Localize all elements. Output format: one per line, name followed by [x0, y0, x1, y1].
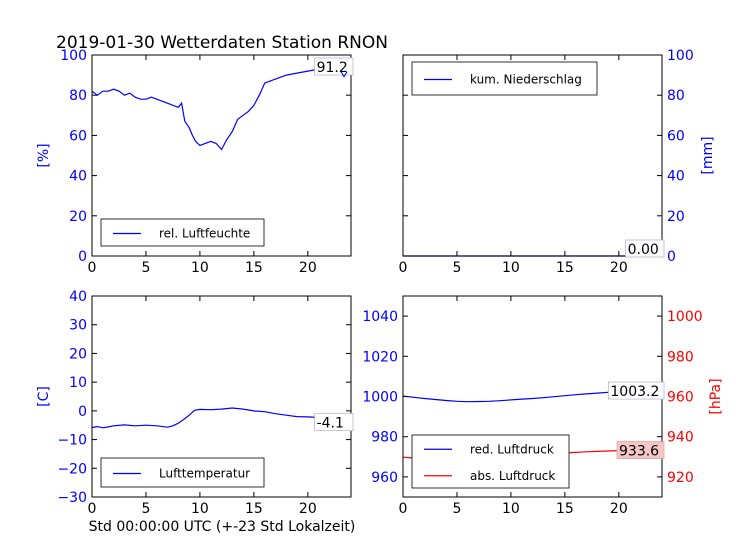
last-value-label: 0.00	[628, 242, 659, 258]
panel-top-right: 0 5 10 15 20 0 20 40 60 80 100 [mm] kum. Niederschla…	[399, 48, 716, 276]
last-value-box	[314, 413, 354, 432]
y-tick-label: 10	[69, 375, 87, 391]
y-axis-label: [%]	[36, 143, 52, 167]
last-value-box	[314, 57, 354, 76]
panel-bottom-right: 0 5 10 15 20 960 980 1000 1020 1040 920 940 960 980 10…	[362, 295, 724, 517]
y-right-tick-label: 940	[667, 430, 694, 446]
legend-entry: red. Luftdruck	[470, 442, 554, 456]
y-right-axis-label: [hPa]	[708, 378, 724, 414]
x-tick-label: 5	[141, 501, 150, 517]
x-tick-label: 15	[245, 501, 263, 517]
y-right-tick-label: 960	[667, 390, 694, 406]
y-tick-label: 30	[69, 318, 87, 334]
last-value-box	[608, 381, 665, 400]
plot-frame	[91, 295, 352, 498]
series-line-top-left-0	[91, 68, 352, 151]
y-tick-label: 60	[69, 128, 87, 144]
y-right-tick-label: 1000	[667, 309, 703, 325]
plot-frame	[91, 54, 352, 257]
x-tick-label: 10	[502, 501, 520, 517]
panel-top-left: 0 5 10 15 20 0 20 40 60 80 100 [%] rel. Luftfeuchte 9…	[36, 48, 354, 276]
y-tick-label: 40	[667, 169, 685, 185]
figure-xlabel: Std 00:00:00 UTC (+-23 Std Lokalzeit)	[89, 519, 356, 535]
x-tick-label: 5	[452, 260, 461, 276]
figure-title: 2019-01-30 Wetterdaten Station RNON	[56, 33, 388, 53]
y-tick-label: 80	[667, 88, 685, 104]
x-tick-label: 10	[502, 260, 520, 276]
y-tick-label: 0	[78, 249, 87, 265]
y-tick-label: 1000	[362, 390, 398, 406]
legend-box	[100, 218, 265, 247]
legend-entry: rel. Luftfeuchte	[159, 227, 250, 241]
series-line-bottom-left-0	[91, 407, 352, 429]
x-tick-label: 20	[299, 260, 317, 276]
y-tick-label: 100	[667, 48, 694, 64]
last-value-marker	[340, 71, 348, 78]
legend-box	[411, 61, 598, 96]
last-value-box	[616, 441, 665, 459]
y-right-tick-label: 920	[667, 470, 694, 486]
legend-entry: abs. Luftdruck	[470, 469, 555, 483]
legend-entry: Lufttemperatur	[159, 467, 250, 481]
y-tick-label: 20	[69, 346, 87, 362]
legend-box	[100, 457, 265, 488]
x-tick-label: 15	[245, 260, 263, 276]
y-tick-label: 960	[371, 470, 398, 486]
legend-box	[411, 434, 570, 489]
y-tick-label: 1040	[362, 309, 398, 325]
x-tick-label: 0	[399, 501, 408, 517]
y-axis-label: [C]	[36, 386, 52, 407]
x-tick-label: 5	[452, 501, 461, 517]
x-tick-label: 20	[299, 501, 317, 517]
x-tick-label: 0	[399, 260, 408, 276]
y-tick-label: 40	[69, 289, 87, 305]
plot-frame	[402, 54, 663, 257]
x-tick-label: 15	[556, 501, 574, 517]
y-axis-label: [mm]	[700, 136, 716, 174]
x-tick-label: 10	[191, 260, 209, 276]
y-tick-label: −10	[57, 433, 87, 449]
last-value-label: 1003.2	[610, 384, 659, 400]
y-tick-label: 20	[667, 209, 685, 225]
y-tick-label: 1020	[362, 349, 398, 365]
y-tick-label: 0	[78, 404, 87, 420]
x-tick-label: 0	[88, 260, 97, 276]
y-tick-label: 980	[371, 430, 398, 446]
x-tick-label: 20	[610, 260, 628, 276]
y-tick-label: 0	[667, 249, 676, 265]
y-tick-label: 80	[69, 88, 87, 104]
y-tick-label: 100	[60, 48, 87, 64]
x-tick-label: 15	[556, 260, 574, 276]
x-tick-label: 20	[610, 501, 628, 517]
x-tick-label: 0	[88, 501, 97, 517]
last-value-box	[625, 239, 665, 258]
last-value-label: -4.1	[317, 416, 344, 432]
y-tick-label: −30	[57, 490, 87, 506]
x-tick-label: 5	[141, 260, 150, 276]
y-tick-label: 40	[69, 169, 87, 185]
y-tick-label: 20	[69, 209, 87, 225]
last-value-label: 933.6	[619, 444, 659, 460]
panel-bottom-left: 0 5 10 15 20 −30 −20 −10 0 10 20 30 40 [C] Lufttempera…	[36, 289, 354, 517]
legend-entry: kum. Niederschlag	[470, 73, 582, 87]
last-value-label: 91.2	[317, 60, 348, 76]
x-tick-label: 10	[191, 501, 209, 517]
y-right-tick-label: 980	[667, 349, 694, 365]
y-tick-label: −20	[57, 461, 87, 477]
y-tick-label: 60	[667, 128, 685, 144]
